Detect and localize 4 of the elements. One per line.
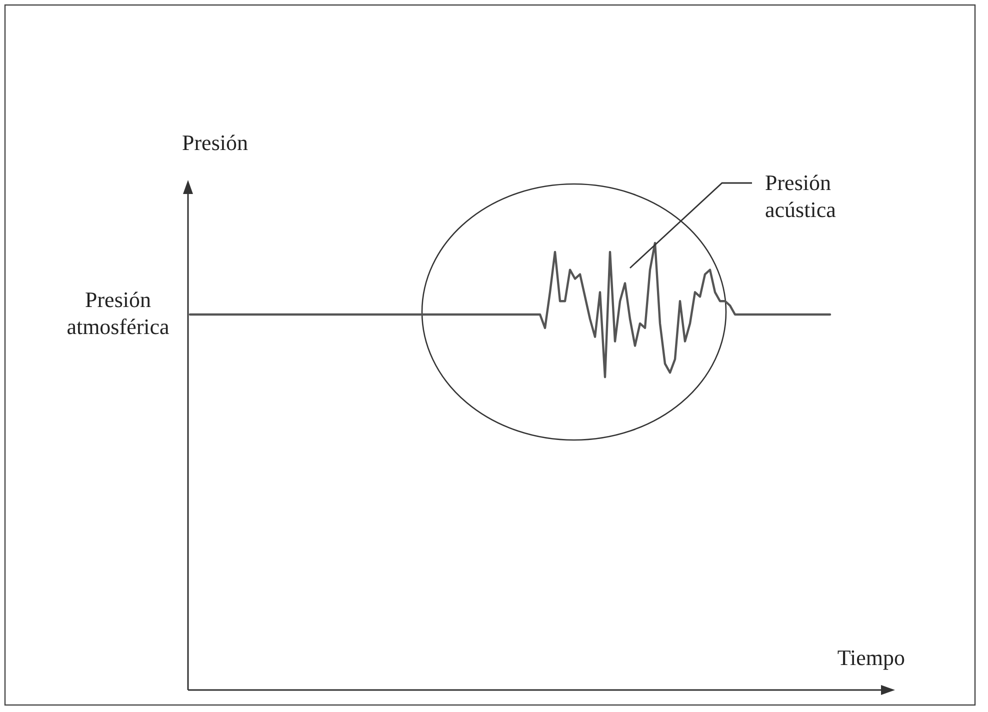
- text: Presión acústica: [765, 170, 836, 222]
- x-axis-title: Tiempo: [837, 645, 905, 670]
- y-axis-title: Presión: [182, 130, 248, 155]
- text: Presión atmosférica: [66, 287, 170, 339]
